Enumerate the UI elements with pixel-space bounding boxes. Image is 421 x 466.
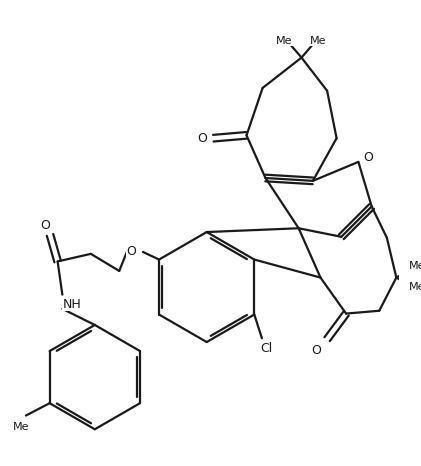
- Text: NH: NH: [62, 298, 81, 311]
- Text: Me: Me: [276, 35, 293, 46]
- Text: O: O: [40, 219, 50, 232]
- Text: O: O: [363, 151, 373, 164]
- Text: Cl: Cl: [261, 342, 273, 355]
- Text: Me: Me: [409, 261, 421, 271]
- Text: Me: Me: [310, 35, 327, 46]
- Text: Me: Me: [409, 282, 421, 292]
- Text: Me: Me: [13, 422, 29, 432]
- Text: O: O: [127, 246, 136, 259]
- Text: O: O: [197, 132, 207, 144]
- Text: O: O: [311, 344, 321, 357]
